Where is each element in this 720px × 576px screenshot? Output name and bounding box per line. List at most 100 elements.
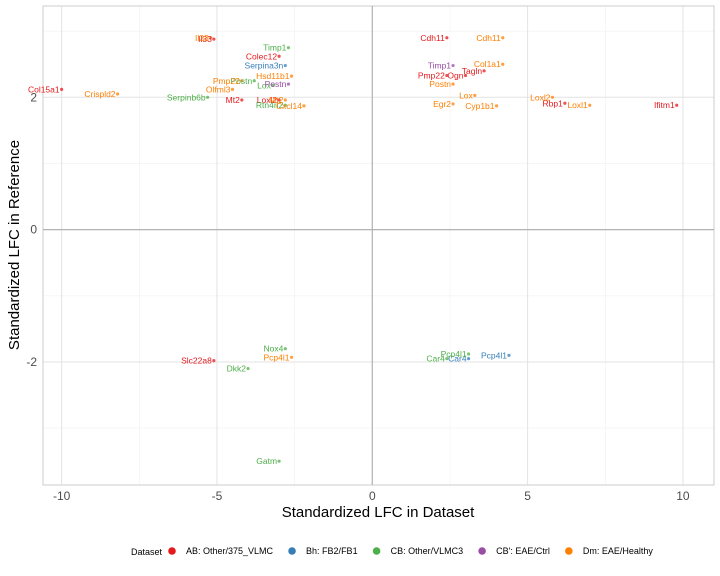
data-point-AB: [675, 103, 679, 107]
data-point-CB: [277, 459, 281, 463]
data-point-Dm: [588, 103, 592, 107]
data-point-Dm: [451, 82, 455, 86]
point-label: Mt2: [226, 95, 240, 105]
legend-label: Dm: EAE/Healthy: [583, 546, 654, 556]
point-label: Pmp22: [418, 70, 445, 80]
x-tick-label: -10: [53, 489, 71, 503]
legend-label: CB: Other/VLMC3: [391, 546, 464, 556]
data-point-CB: [466, 352, 471, 356]
legend-key-CBp: [478, 547, 486, 555]
data-point-Dm: [494, 104, 499, 108]
legend: Dataset AB: Other/375_VLMC Bh: FB2/FB1 CB:…: [131, 546, 653, 557]
data-point-Dm: [209, 36, 213, 40]
point-label: Pcp4l1: [441, 349, 467, 359]
data-point-CB: [206, 95, 210, 99]
data-point-Bh: [466, 357, 471, 361]
data-point-AB: [563, 101, 567, 105]
data-point-CBp: [451, 63, 455, 68]
data-point-AB: [445, 73, 449, 78]
data-point-AB: [212, 37, 216, 41]
point-label: Mt2: [269, 95, 283, 105]
point-label: Il33: [198, 34, 212, 44]
point-label: Postn: [230, 76, 252, 86]
data-point-AB: [212, 359, 216, 363]
data-point-Dm: [289, 355, 294, 359]
point-label: Car4: [426, 354, 445, 364]
point-label: Crispld2: [84, 89, 115, 99]
point-label: Timp1: [263, 43, 287, 53]
point-label: Col15a1: [28, 84, 60, 94]
data-point-CB: [283, 347, 287, 351]
data-point-CB: [283, 103, 287, 107]
point-label: Pcp4l1: [264, 352, 290, 362]
data-points: [60, 36, 679, 463]
data-point-Bh: [283, 63, 287, 68]
point-label: Lox: [459, 90, 473, 100]
data-point-AB: [277, 54, 281, 58]
data-point-CB: [286, 46, 291, 50]
point-label: Ogn: [447, 70, 463, 80]
point-label: Timp1: [428, 61, 452, 71]
data-point-AB: [240, 98, 244, 102]
data-point-AB: [445, 36, 449, 40]
panel-border: [42, 5, 715, 486]
plot-frame: [42, 5, 715, 486]
point-label: Il33: [195, 33, 209, 43]
data-point-Dm: [451, 102, 455, 106]
point-label: Pmp22: [213, 76, 240, 86]
point-label: Colec12: [246, 51, 277, 61]
legend-label: Bh: FB2/FB1: [306, 546, 358, 556]
data-point-Dm: [550, 95, 555, 99]
data-point-AB: [463, 73, 468, 78]
data-point-AB: [60, 87, 64, 91]
point-label: Cdh11: [476, 33, 501, 43]
legend-key-AB: [168, 547, 176, 555]
legend-title: Dataset: [131, 547, 163, 557]
point-label: Car4: [448, 354, 467, 364]
point-label: Postn: [429, 79, 451, 89]
point-label: Loxl2: [257, 95, 278, 105]
point-label: Ifitm1: [654, 100, 675, 110]
x-axis-title: Standardized LFC in Dataset: [282, 504, 475, 521]
data-point-Dm: [115, 92, 120, 96]
data-point-AB: [277, 98, 281, 102]
data-point-AB: [482, 69, 486, 73]
point-label: Loxl1: [567, 100, 588, 110]
legend-key-Bh: [288, 547, 296, 555]
data-point-Dm: [283, 98, 287, 102]
x-tick-label: 0: [369, 489, 376, 503]
data-point-CBp: [286, 82, 291, 86]
point-label: Cyp1b1: [465, 101, 495, 111]
legend-label: AB: Other/375_VLMC: [186, 546, 274, 556]
data-point-CB: [271, 83, 275, 87]
y-tick-label: 2: [30, 90, 37, 104]
y-tick-label: -2: [26, 355, 37, 369]
data-point-Dm: [473, 93, 477, 97]
grid: [43, 6, 714, 485]
point-label: Nox4: [263, 344, 283, 354]
point-label: Serpinb6b: [167, 92, 206, 102]
point-label: Postn: [265, 79, 287, 89]
point-label: Hsd11b1: [256, 71, 290, 81]
x-tick-label: -5: [212, 489, 223, 503]
data-point-Dm: [289, 74, 294, 78]
y-axis-title: Standardized LFC in Reference: [6, 140, 23, 350]
data-point-CB: [445, 357, 449, 361]
data-point-Dm: [302, 104, 306, 108]
point-label: Pcp4l1: [481, 350, 507, 360]
point-label: Egr2: [433, 99, 451, 109]
legend-label: CB': EAE/Ctrl: [496, 546, 550, 556]
axis-ticks: -10 -5 0 5 10 -2 0 2: [26, 90, 690, 503]
data-point-Dm: [240, 79, 244, 83]
zero-lines: [43, 6, 714, 485]
point-label: Loxl2: [530, 92, 551, 102]
data-point-CB: [252, 79, 256, 83]
y-tick-label: 0: [30, 223, 37, 237]
legend-key-Dm: [565, 547, 573, 555]
point-label: Tagln: [462, 66, 483, 76]
point-label: Cdh11: [420, 33, 445, 43]
point-label: Rbp1: [543, 98, 564, 108]
point-label: Serpina3n: [245, 61, 284, 71]
data-point-CB: [246, 366, 250, 371]
